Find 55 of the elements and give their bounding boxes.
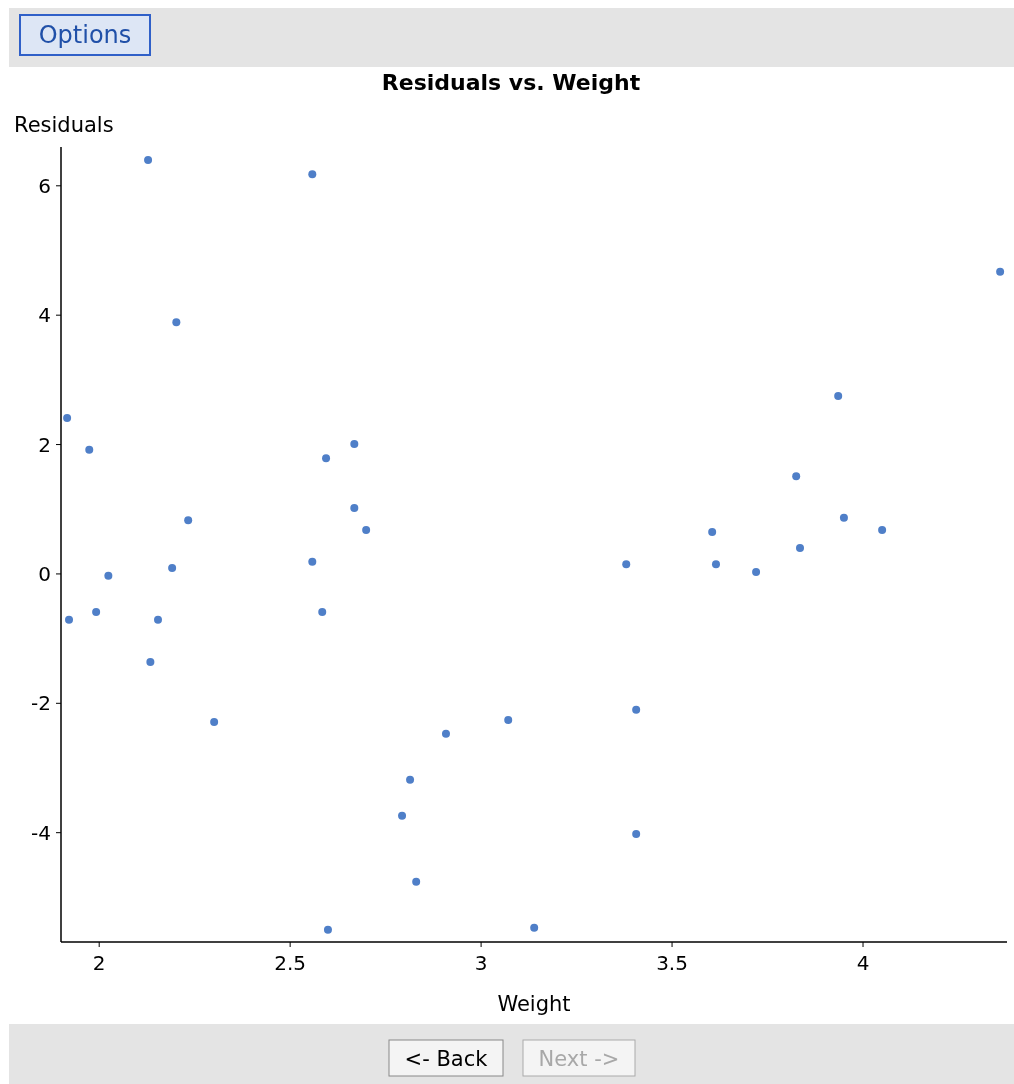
x-tick-label: 3.5: [656, 951, 688, 975]
point: [406, 775, 415, 784]
point: [632, 705, 641, 714]
point: [322, 454, 331, 463]
x-axis-title: Weight: [497, 992, 571, 1016]
y-tick-label: 2: [38, 432, 51, 457]
point: [708, 527, 717, 536]
point: [350, 439, 359, 448]
back-button: <- Back: [388, 1039, 504, 1077]
x-tick-label: 4: [856, 951, 870, 975]
point: [85, 445, 94, 454]
y-tick-label: -2: [31, 691, 51, 716]
y-tick-label: 0: [38, 561, 51, 586]
point: [996, 267, 1005, 276]
point: [412, 877, 421, 886]
point: [168, 564, 177, 573]
y-axis-title: Residuals: [14, 113, 114, 137]
point: [878, 525, 887, 534]
point: [104, 571, 113, 580]
point: [63, 414, 72, 423]
point: [210, 718, 219, 727]
point: [839, 513, 848, 522]
options-button: Options: [19, 14, 151, 56]
point: [834, 392, 843, 401]
point: [318, 608, 327, 617]
point: [350, 503, 359, 512]
point: [398, 811, 407, 820]
point: [441, 729, 450, 738]
point: [530, 923, 539, 932]
point: [184, 516, 193, 525]
y-tick-label: 4: [38, 303, 51, 328]
point: [796, 544, 804, 553]
x-tick-label: 2.5: [274, 951, 307, 975]
point: [711, 560, 720, 569]
point: [504, 716, 513, 725]
point: [632, 829, 641, 838]
point: [92, 608, 101, 617]
point: [752, 567, 761, 576]
point: [622, 560, 631, 569]
point: [154, 615, 163, 624]
x-tick-label: 2: [92, 951, 106, 975]
chart-title: Residuals vs. Weight: [381, 70, 641, 95]
point: [792, 472, 801, 481]
point: [146, 657, 155, 666]
point: [308, 557, 317, 566]
point: [308, 170, 317, 179]
point: [172, 318, 181, 327]
y-tick-label: 6: [38, 173, 51, 198]
x-tick-label: 3: [474, 951, 488, 975]
y-tick-label: -4: [31, 820, 51, 845]
point: [323, 925, 332, 934]
point: [65, 615, 74, 624]
point: [144, 155, 153, 164]
point: [362, 525, 371, 534]
next-button: Next ->: [522, 1039, 636, 1077]
